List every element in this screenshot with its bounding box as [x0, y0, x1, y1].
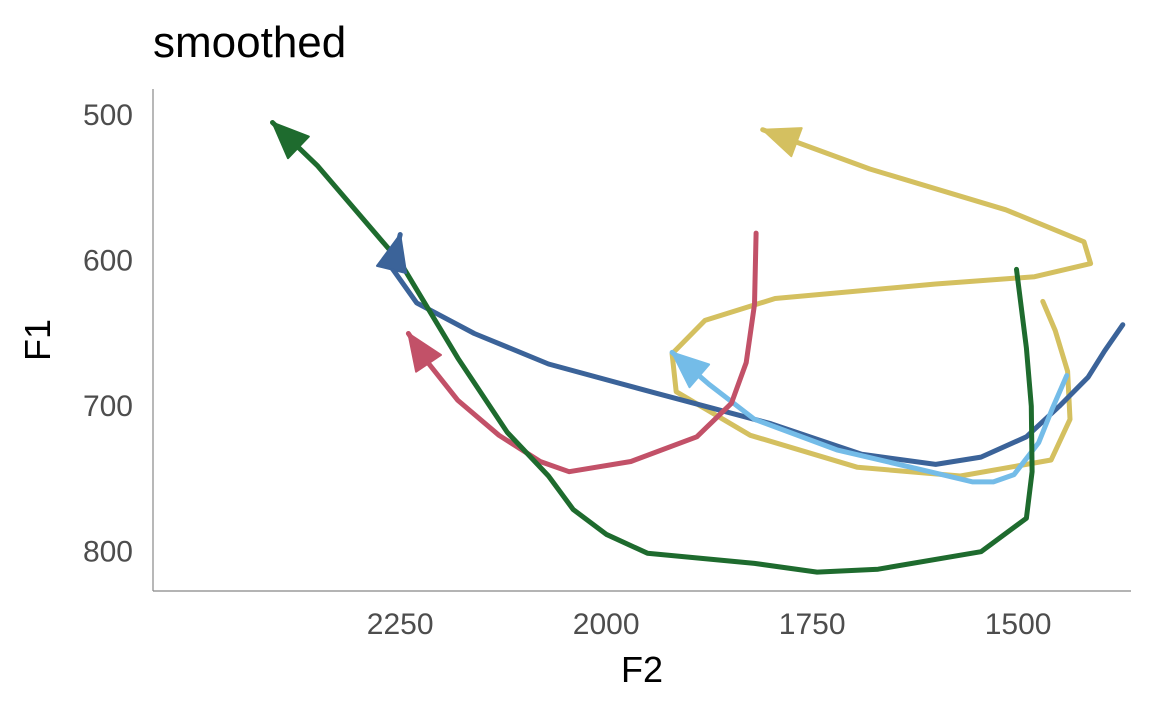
- y-tick-label: 800: [83, 536, 133, 569]
- arrowhead-layer: [271, 121, 803, 389]
- x-tick-labels: 2250 2000 1750 1500: [367, 608, 1052, 641]
- y-tick-label: 600: [83, 245, 133, 278]
- x-axis-title: F2: [621, 649, 663, 690]
- series-arrowhead: [671, 351, 711, 389]
- series-line: [669, 127, 1094, 479]
- series-arrowhead: [407, 332, 442, 373]
- x-tick-label: 1750: [779, 608, 846, 641]
- chart-title: smoothed: [153, 18, 346, 67]
- series-line: [270, 120, 1035, 575]
- series-arrowhead: [376, 233, 408, 274]
- y-tick-label: 700: [83, 390, 133, 423]
- series-layer: [270, 120, 1126, 575]
- series-arrowhead: [271, 121, 310, 160]
- series-line: [405, 230, 759, 475]
- y-tick-label: 500: [83, 99, 133, 132]
- y-tick-labels: 500 600 700 800: [83, 99, 133, 569]
- series-line: [669, 349, 1070, 485]
- x-tick-label: 1500: [985, 608, 1052, 641]
- x-tick-label: 2000: [573, 608, 640, 641]
- x-tick-label: 2250: [367, 608, 434, 641]
- y-axis-title: F1: [17, 319, 58, 361]
- series-arrowhead: [761, 127, 803, 158]
